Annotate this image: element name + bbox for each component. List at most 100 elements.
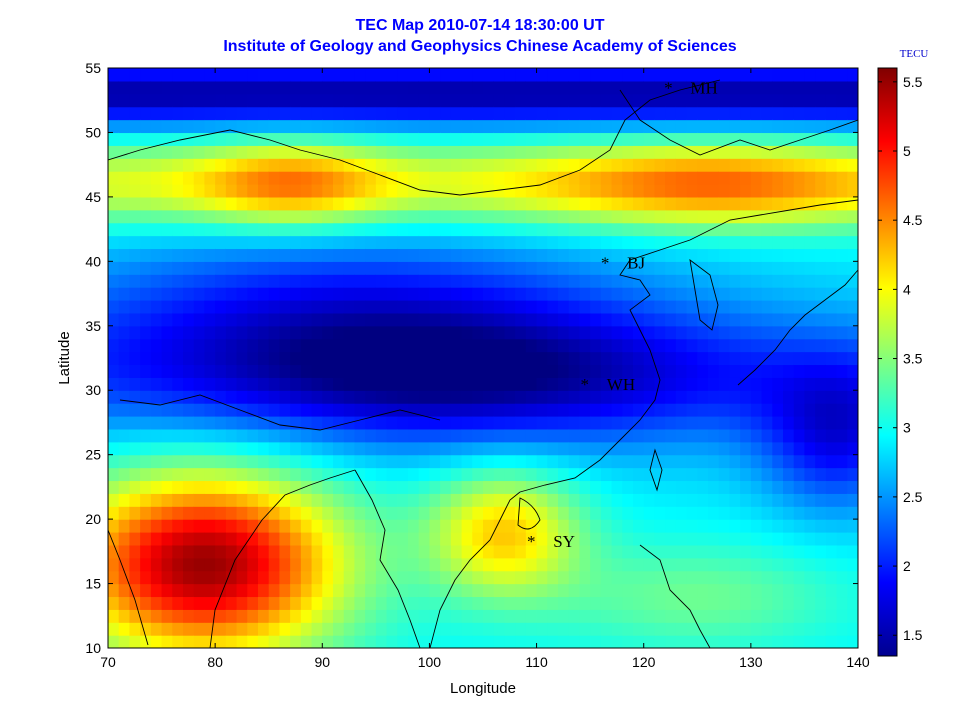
heatmap-cell — [643, 171, 656, 185]
heatmap-cell — [611, 454, 623, 469]
heatmap-cell — [354, 570, 366, 585]
heatmap-cell — [654, 158, 666, 172]
heatmap-cell — [247, 184, 259, 198]
heatmap-cell — [622, 493, 634, 507]
heatmap-cell — [836, 416, 848, 430]
x-tick-label: 70 — [100, 654, 116, 670]
heatmap-cell — [300, 338, 313, 353]
heatmap-cell — [825, 325, 838, 340]
heatmap-cell — [461, 184, 473, 198]
heatmap-cell — [258, 312, 270, 327]
heatmap-cell — [311, 325, 323, 340]
heatmap-cell — [783, 596, 795, 610]
heatmap-cell — [333, 312, 345, 327]
heatmap-cell — [472, 596, 484, 610]
heatmap-cell — [365, 570, 377, 585]
heatmap-cell — [204, 80, 216, 95]
heatmap-cell — [343, 325, 356, 340]
heatmap-cell — [418, 428, 431, 443]
station-label: SY — [553, 532, 575, 551]
heatmap-cell — [697, 325, 709, 340]
heatmap-cell — [365, 325, 377, 340]
heatmap-cell — [515, 441, 527, 456]
heatmap-cell — [140, 519, 152, 533]
heatmap-cell — [440, 454, 452, 469]
heatmap-cell — [343, 519, 356, 533]
heatmap-cell — [215, 622, 227, 636]
heatmap-cell — [654, 390, 666, 404]
heatmap-cell — [622, 390, 634, 404]
heatmap-cell — [525, 351, 538, 366]
heatmap-cell — [793, 235, 806, 250]
heatmap-cell — [493, 145, 506, 159]
heatmap-cell — [108, 93, 120, 108]
heatmap-cell — [836, 119, 848, 134]
heatmap-cell — [558, 145, 570, 159]
heatmap-cell — [225, 351, 238, 366]
heatmap-cell — [429, 377, 441, 391]
heatmap-cell — [654, 480, 666, 494]
heatmap-cell — [793, 171, 806, 185]
heatmap-cell — [718, 544, 731, 559]
heatmap-cell — [397, 209, 409, 224]
heatmap-cell — [697, 390, 709, 404]
heatmap-cell — [386, 261, 398, 275]
heatmap-cell — [150, 248, 163, 262]
heatmap-cell — [268, 325, 281, 340]
heatmap-cell — [740, 506, 752, 520]
heatmap-cell — [836, 300, 848, 314]
heatmap-cell — [247, 493, 259, 507]
heatmap-cell — [772, 325, 784, 340]
heatmap-cell — [568, 338, 581, 353]
heatmap-cell — [483, 93, 495, 108]
heatmap-cell — [793, 274, 806, 288]
heatmap-cell — [172, 519, 184, 533]
heatmap-cell — [215, 416, 227, 430]
heatmap-cell — [493, 416, 506, 430]
heatmap-cell — [225, 80, 238, 95]
heatmap-cell — [783, 570, 795, 585]
heatmap-cell — [483, 132, 495, 146]
heatmap-cell — [247, 467, 259, 482]
heatmap-cell — [183, 209, 195, 224]
heatmap-cell — [450, 132, 463, 146]
heatmap-cell — [354, 261, 366, 275]
heatmap-cell — [129, 428, 141, 443]
heatmap-cell — [836, 80, 848, 95]
heatmap-cell — [536, 416, 548, 430]
heatmap-cell — [118, 325, 131, 340]
heatmap-cell — [740, 403, 752, 417]
heatmap-cell — [204, 312, 216, 327]
heatmap-cell — [258, 519, 270, 533]
heatmap-cell — [333, 583, 345, 598]
heatmap-cell — [825, 145, 838, 159]
heatmap-cell — [718, 635, 731, 648]
heatmap-cell — [450, 596, 463, 610]
heatmap-cell — [825, 377, 838, 391]
heatmap-cell — [718, 390, 731, 404]
heatmap-cell — [783, 583, 795, 598]
heatmap-cell — [365, 519, 377, 533]
heatmap-cell — [579, 416, 591, 430]
heatmap-cell — [418, 390, 431, 404]
heatmap-cell — [536, 196, 548, 211]
heatmap-cell — [686, 609, 698, 623]
heatmap-cell — [654, 441, 666, 456]
heatmap-cell — [418, 209, 431, 224]
heatmap-cell — [718, 570, 731, 585]
heatmap-cell — [236, 377, 248, 391]
heatmap-cell — [525, 106, 538, 121]
heatmap-cell — [268, 68, 281, 82]
heatmap-cell — [140, 428, 152, 443]
heatmap-cell — [686, 351, 698, 366]
heatmap-cell — [268, 428, 281, 443]
heatmap-cell — [665, 519, 677, 533]
heatmap-cell — [418, 158, 431, 172]
heatmap-cell — [504, 222, 516, 237]
heatmap-cell — [622, 93, 634, 108]
heatmap-cell — [354, 403, 366, 417]
heatmap-cell — [193, 544, 206, 559]
heatmap-cell — [708, 441, 720, 456]
heatmap-cell — [622, 132, 634, 146]
heatmap-cell — [247, 171, 259, 185]
